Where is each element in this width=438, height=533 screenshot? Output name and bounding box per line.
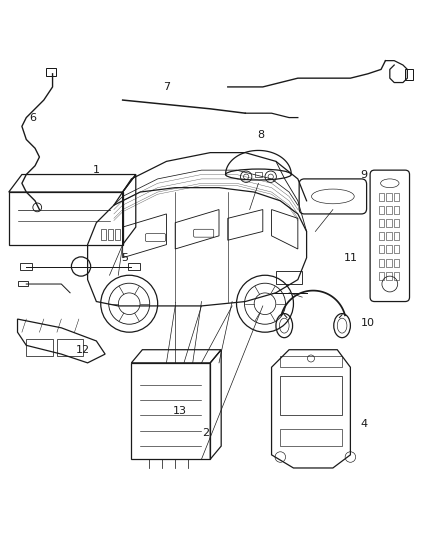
- Bar: [394, 219, 399, 227]
- Bar: [379, 246, 384, 253]
- Bar: [394, 193, 399, 201]
- Bar: [379, 272, 384, 280]
- Text: 1: 1: [93, 165, 100, 175]
- Bar: [379, 193, 384, 201]
- Bar: [394, 272, 399, 280]
- Bar: [46, 68, 56, 76]
- Bar: [131, 363, 210, 459]
- Bar: [280, 356, 342, 367]
- Bar: [379, 232, 384, 240]
- Bar: [280, 376, 342, 415]
- Text: 5: 5: [121, 253, 128, 263]
- Bar: [128, 263, 140, 270]
- Bar: [255, 172, 262, 177]
- Bar: [280, 429, 342, 446]
- Text: 7: 7: [163, 82, 170, 92]
- Bar: [379, 219, 384, 227]
- Bar: [379, 259, 384, 266]
- Bar: [18, 280, 28, 286]
- Bar: [405, 69, 413, 80]
- Bar: [386, 219, 392, 227]
- Bar: [26, 339, 53, 356]
- Bar: [394, 259, 399, 266]
- Bar: [57, 339, 83, 356]
- Text: 6: 6: [29, 112, 36, 123]
- Bar: [386, 259, 392, 266]
- Bar: [386, 193, 392, 201]
- Bar: [101, 229, 106, 240]
- Bar: [386, 232, 392, 240]
- Text: 2: 2: [202, 428, 209, 438]
- Text: 10: 10: [361, 318, 375, 328]
- Bar: [394, 206, 399, 214]
- Bar: [20, 263, 32, 270]
- Bar: [394, 232, 399, 240]
- Text: 11: 11: [343, 253, 357, 263]
- Bar: [9, 192, 123, 245]
- Text: 13: 13: [173, 406, 187, 416]
- Text: 4: 4: [360, 419, 367, 429]
- Bar: [379, 206, 384, 214]
- Bar: [386, 246, 392, 253]
- Bar: [115, 229, 120, 240]
- Bar: [108, 229, 113, 240]
- Text: 12: 12: [76, 345, 90, 355]
- Bar: [386, 206, 392, 214]
- Bar: [394, 246, 399, 253]
- Text: 9: 9: [360, 169, 367, 180]
- Text: 8: 8: [257, 130, 264, 140]
- Bar: [386, 272, 392, 280]
